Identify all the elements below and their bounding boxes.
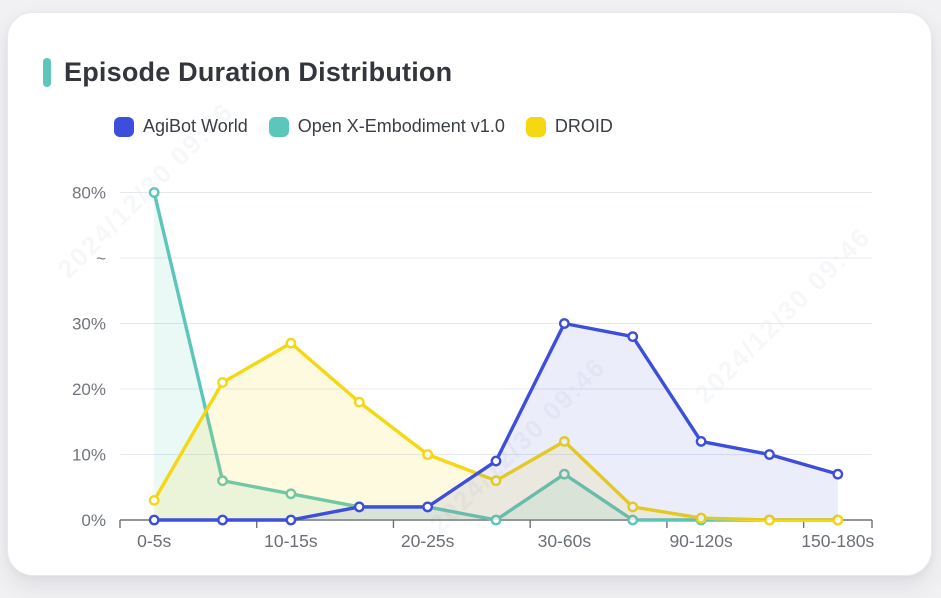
x-axis-label-0-5s: 0-5s [137, 531, 171, 551]
point-open-x-embodiment-v1-0-5-10s[interactable] [217, 475, 228, 487]
chart-legend: AgiBot World Open X-Embodiment v1.0 DROID [114, 116, 613, 137]
point-agibot-world-25-30s[interactable] [490, 455, 502, 467]
point-agibot-world-30-60s[interactable] [558, 318, 570, 329]
legend-swatch-agibot-world [114, 116, 134, 137]
y-axis-label-20pct: 20% [72, 380, 106, 399]
legend-item-open-x-embodiment-v1-0[interactable]: Open X-Embodiment v1.0 [268, 116, 505, 137]
point-agibot-world-120-150s[interactable] [764, 449, 775, 460]
point-agibot-world-150-180s[interactable] [832, 468, 844, 480]
title-accent-bar [43, 58, 51, 87]
y-axis-label-80pct: 80% [72, 184, 106, 203]
point-droid-20-25s[interactable] [422, 449, 434, 460]
legend-label: AgiBot World [143, 116, 248, 136]
legend-item-droid[interactable]: DROID [525, 116, 613, 137]
y-axis-label-0pct: 0% [81, 511, 106, 530]
point-agibot-world-10-15s[interactable] [285, 514, 297, 526]
legend-swatch-open-x-embodiment-v1-0 [268, 116, 289, 137]
series-area-droid [154, 343, 838, 520]
point-droid-30-60s[interactable] [558, 435, 570, 447]
x-axis-label-90-120s: 90-120s [669, 531, 732, 551]
point-open-x-embodiment-v1-0-0-5s[interactable] [148, 187, 160, 198]
point-droid-15-20s[interactable] [353, 396, 365, 408]
legend-swatch-droid [525, 116, 546, 137]
y-axis-label-break: ~ [96, 249, 106, 268]
point-agibot-world-60-90s[interactable] [627, 331, 639, 342]
chart-title: Episode Duration Distribution [64, 57, 453, 87]
legend-item-agibot-world[interactable]: AgiBot World [114, 116, 248, 137]
point-droid-0-5s[interactable] [148, 494, 160, 506]
point-open-x-embodiment-v1-0-10-15s[interactable] [285, 488, 297, 500]
point-droid-25-30s[interactable] [490, 475, 502, 487]
x-axis-label-30-60s: 30-60s [538, 531, 592, 551]
point-agibot-world-90-120s[interactable] [695, 435, 707, 447]
title-row: Episode Duration Distribution [43, 57, 452, 88]
y-axis-label-10pct: 10% [72, 446, 106, 465]
point-droid-120-150s[interactable] [764, 514, 775, 526]
x-axis-label-10-15s: 10-15s [264, 531, 318, 551]
point-open-x-embodiment-v1-0-60-90s[interactable] [627, 514, 639, 526]
point-agibot-world-20-25s[interactable] [422, 501, 434, 513]
point-agibot-world-0-5s[interactable] [148, 514, 160, 526]
point-agibot-world-5-10s[interactable] [217, 514, 228, 526]
point-open-x-embodiment-v1-0-30-60s[interactable] [558, 468, 570, 480]
point-agibot-world-15-20s[interactable] [353, 501, 365, 513]
series-area-open-x-embodiment-v1-0 [154, 192, 838, 520]
point-droid-10-15s[interactable] [285, 337, 297, 349]
series-area-agibot-world [154, 323, 838, 520]
y-axis-label-30pct: 30% [72, 315, 106, 334]
x-axis-label-150-180s: 150-180s [801, 531, 874, 551]
point-open-x-embodiment-v1-0-25-30s[interactable] [490, 514, 502, 526]
point-droid-60-90s[interactable] [627, 501, 639, 513]
x-axis-label-20-25s: 20-25s [401, 531, 455, 551]
chart-card: Episode Duration Distribution AgiBot Wor… [7, 12, 932, 576]
point-droid-5-10s[interactable] [217, 377, 228, 388]
legend-label: Open X-Embodiment v1.0 [297, 116, 505, 136]
point-droid-150-180s[interactable] [832, 514, 844, 526]
legend-label: DROID [554, 116, 613, 136]
point-droid-90-120s[interactable] [695, 512, 707, 524]
